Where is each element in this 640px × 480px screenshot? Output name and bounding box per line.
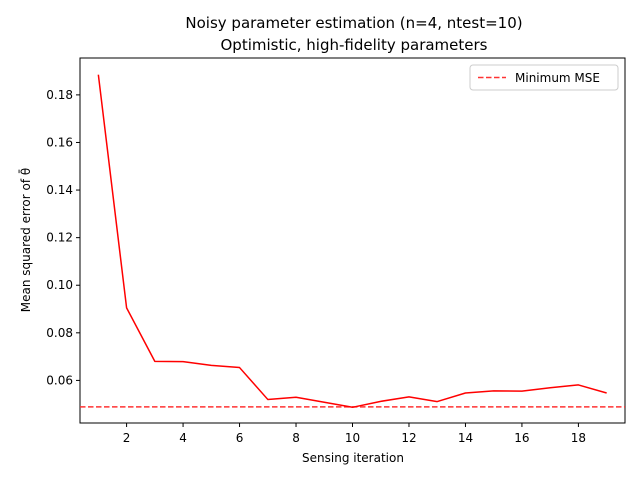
y-tick-label: 0.06 (46, 373, 73, 387)
x-tick-label: 4 (179, 431, 187, 445)
y-tick-label: 0.08 (46, 326, 73, 340)
x-tick-label: 16 (514, 431, 529, 445)
x-tick-label: 10 (345, 431, 360, 445)
y-tick-label: 0.18 (46, 88, 73, 102)
chart-title: Noisy parameter estimation (n=4, ntest=1… (185, 14, 522, 32)
y-tick-label: 0.10 (46, 278, 73, 292)
y-axis-ticks: 0.06 0.08 0.10 0.12 0.14 0.16 0.18 (46, 88, 80, 387)
plot-frame (79, 57, 626, 424)
x-axis-label: Sensing iteration (302, 451, 404, 465)
y-tick-label: 0.14 (46, 183, 73, 197)
x-tick-label: 2 (123, 431, 131, 445)
y-tick-label: 0.16 (46, 135, 73, 149)
x-tick-label: 6 (236, 431, 244, 445)
x-tick-label: 12 (401, 431, 416, 445)
x-axis-ticks: 2 4 6 8 10 12 14 16 18 (123, 423, 586, 445)
legend: Minimum MSE (469, 64, 619, 91)
x-tick-label: 14 (458, 431, 473, 445)
chart-subtitle: Optimistic, high-fidelity parameters (221, 36, 488, 54)
legend-box (469, 64, 619, 91)
y-tick-label: 0.12 (46, 231, 73, 245)
x-tick-label: 8 (292, 431, 300, 445)
series-line-mse (97, 74, 607, 409)
legend-label-minimum-mse: Minimum MSE (515, 71, 600, 85)
x-tick-label: 18 (571, 431, 586, 445)
y-axis-label: Mean squared error of θ̄ (19, 168, 33, 312)
series-lines (97, 74, 607, 409)
